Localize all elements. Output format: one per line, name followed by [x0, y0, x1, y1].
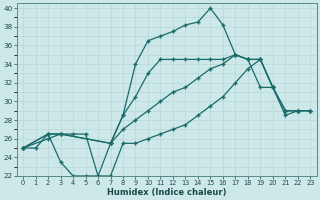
X-axis label: Humidex (Indice chaleur): Humidex (Indice chaleur)	[107, 188, 227, 197]
